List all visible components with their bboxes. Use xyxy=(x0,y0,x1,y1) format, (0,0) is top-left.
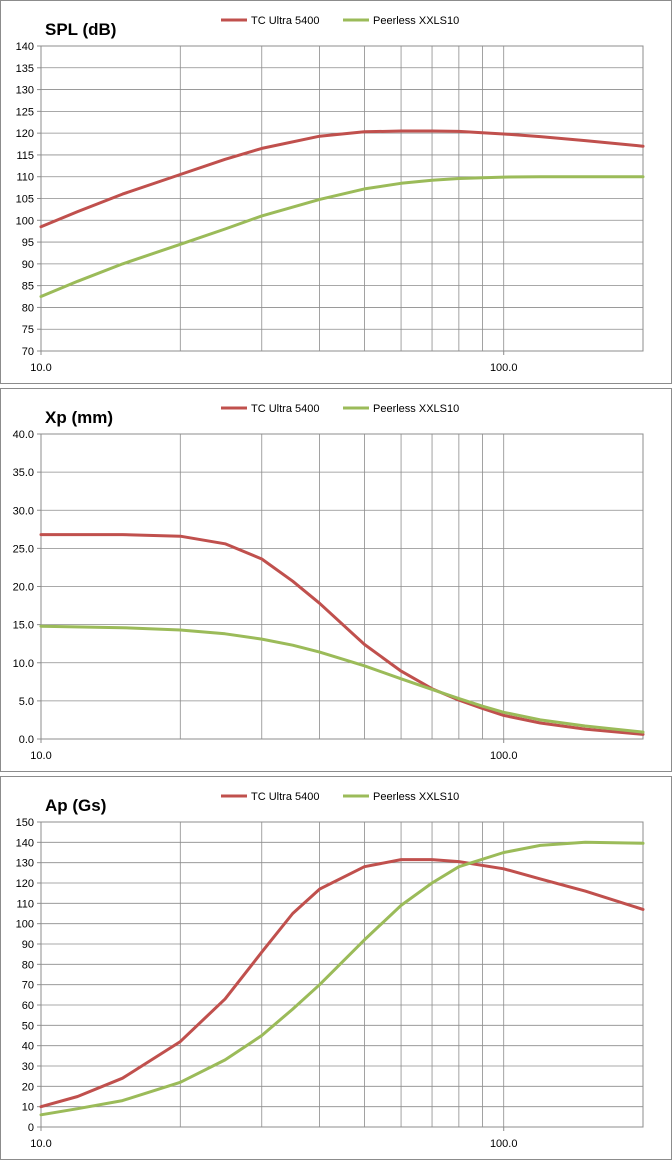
x-tick-label: 10.0 xyxy=(30,1138,51,1150)
y-tick-label: 130 xyxy=(16,858,34,870)
legend-label-tc: TC Ultra 5400 xyxy=(251,791,319,803)
x-tick-label: 10.0 xyxy=(30,362,51,374)
x-tick-label: 100.0 xyxy=(490,1138,518,1150)
ap-chart-panel: Ap (Gs) TC Ultra 5400 Peerless XXLS10 0 10… xyxy=(0,776,672,1160)
y-tick-label: 100 xyxy=(16,215,34,227)
plot-area: 70 75 80 85 90 95 100 105 110 115 120 125 130 135 140 1… xyxy=(16,41,645,374)
plot-border xyxy=(40,821,644,1128)
chart-title: SPL (dB) xyxy=(45,20,116,39)
series-line-peerless-xxls10 xyxy=(39,175,645,298)
y-tick-label: 25.0 xyxy=(13,543,34,555)
y-tick-label: 15.0 xyxy=(13,620,34,632)
y-tick-label: 75 xyxy=(22,324,34,336)
y-tick-label: 100 xyxy=(16,919,34,931)
y-tick-label: 50 xyxy=(22,1020,34,1032)
legend-label-peerless: Peerless XXLS10 xyxy=(373,15,459,27)
y-tick-label: 10 xyxy=(22,1102,34,1114)
legend-label-tc: TC Ultra 5400 xyxy=(251,403,319,415)
y-tick-label: 35.0 xyxy=(13,467,34,479)
legend-label-peerless: Peerless XXLS10 xyxy=(373,403,459,415)
y-tick-label: 110 xyxy=(16,172,34,184)
y-tick-label: 5.0 xyxy=(19,696,34,708)
y-tick-label: 30 xyxy=(22,1061,34,1073)
series-line-tc-ultra-5400 xyxy=(39,858,645,1109)
legend: TC Ultra 5400 Peerless XXLS10 xyxy=(221,403,459,415)
spl-chart-panel: SPL (dB) TC Ultra 5400 Peerless XXLS10 70… xyxy=(0,0,672,384)
y-tick-label: 60 xyxy=(22,1000,34,1012)
legend: TC Ultra 5400 Peerless XXLS10 xyxy=(221,15,459,27)
y-tick-label: 80 xyxy=(22,959,34,971)
series-line-peerless-xxls10 xyxy=(39,624,645,734)
y-tick-label: 80 xyxy=(22,302,34,314)
y-tick-label: 140 xyxy=(16,837,34,849)
series-line-peerless-xxls10 xyxy=(39,840,645,1117)
y-tick-label: 120 xyxy=(16,878,34,890)
x-tick-label: 100.0 xyxy=(490,362,518,374)
plot-area: 0.0 5.0 10.0 15.0 20.0 25.0 30.0 35.0 40.0 10.0 10… xyxy=(13,429,645,762)
y-tick-label: 70 xyxy=(22,346,34,358)
y-tick-label: 105 xyxy=(16,194,34,206)
spl-chart: SPL (dB) TC Ultra 5400 Peerless XXLS10 70… xyxy=(16,15,645,374)
y-tick-label: 20.0 xyxy=(13,582,34,594)
y-tick-label: 125 xyxy=(16,106,34,118)
legend-label-peerless: Peerless XXLS10 xyxy=(373,791,459,803)
chart-title: Xp (mm) xyxy=(45,408,113,427)
ap-chart: Ap (Gs) TC Ultra 5400 Peerless XXLS10 0 10… xyxy=(16,791,645,1150)
y-tick-label: 95 xyxy=(22,237,34,249)
y-tick-label: 150 xyxy=(16,817,34,829)
x-tick-label: 100.0 xyxy=(490,750,518,762)
y-tick-label: 10.0 xyxy=(13,658,34,670)
x-tick-label: 10.0 xyxy=(30,750,51,762)
y-tick-label: 40.0 xyxy=(13,429,34,441)
y-tick-label: 0.0 xyxy=(19,734,34,746)
legend-label-tc: TC Ultra 5400 xyxy=(251,15,319,27)
y-tick-label: 90 xyxy=(22,939,34,951)
y-tick-label: 70 xyxy=(22,980,34,992)
plot-area: 0 10 20 30 40 50 60 70 80 90 100 110 120 130 140 150 10.… xyxy=(16,817,645,1150)
y-tick-label: 40 xyxy=(22,1041,34,1053)
y-tick-label: 0 xyxy=(28,1122,34,1134)
y-tick-label: 115 xyxy=(16,150,34,162)
series-line-tc-ultra-5400 xyxy=(39,129,645,229)
y-tick-label: 120 xyxy=(16,128,34,140)
y-tick-label: 135 xyxy=(16,63,34,75)
series-line-tc-ultra-5400 xyxy=(39,533,645,736)
chart-title: Ap (Gs) xyxy=(45,796,106,815)
y-tick-label: 20 xyxy=(22,1081,34,1093)
y-tick-label: 110 xyxy=(16,898,34,910)
y-tick-label: 30.0 xyxy=(13,505,34,517)
y-tick-label: 140 xyxy=(16,41,34,53)
y-tick-label: 130 xyxy=(16,85,34,97)
y-tick-label: 90 xyxy=(22,259,34,271)
y-tick-label: 85 xyxy=(22,281,34,293)
legend: TC Ultra 5400 Peerless XXLS10 xyxy=(221,791,459,803)
xp-chart-panel: Xp (mm) TC Ultra 5400 Peerless XXLS10 0.0… xyxy=(0,388,672,772)
xp-chart: Xp (mm) TC Ultra 5400 Peerless XXLS10 0.0… xyxy=(13,403,645,762)
